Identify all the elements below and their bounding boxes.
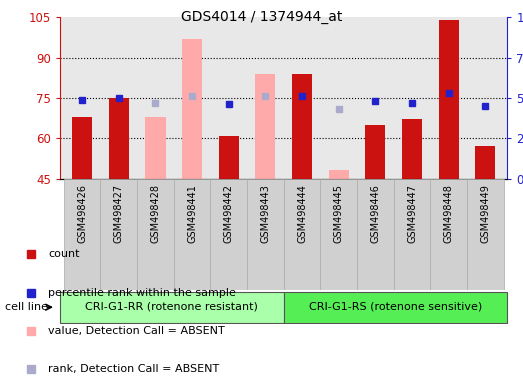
Bar: [255, 74, 276, 179]
Bar: [283, 179, 321, 290]
Bar: [475, 146, 495, 179]
Text: cell line: cell line: [5, 302, 48, 312]
Bar: [109, 98, 129, 179]
Bar: [321, 179, 357, 290]
Bar: [100, 179, 137, 290]
Text: rank, Detection Call = ABSENT: rank, Detection Call = ABSENT: [48, 364, 219, 374]
Text: GSM498444: GSM498444: [297, 184, 307, 243]
Bar: [394, 179, 430, 290]
Bar: [439, 20, 459, 179]
Bar: [430, 179, 467, 290]
Bar: [137, 179, 174, 290]
Text: GSM498427: GSM498427: [114, 184, 124, 243]
Text: GSM498443: GSM498443: [260, 184, 270, 243]
Text: GSM498447: GSM498447: [407, 184, 417, 243]
Text: percentile rank within the sample: percentile rank within the sample: [48, 288, 236, 298]
Bar: [467, 179, 504, 290]
Bar: [365, 125, 385, 179]
Bar: [60, 292, 283, 323]
Text: GDS4014 / 1374944_at: GDS4014 / 1374944_at: [181, 10, 342, 23]
Text: GSM498445: GSM498445: [334, 184, 344, 243]
Bar: [402, 119, 422, 179]
Bar: [210, 179, 247, 290]
Text: CRI-G1-RS (rotenone sensitive): CRI-G1-RS (rotenone sensitive): [309, 301, 482, 311]
Bar: [72, 117, 92, 179]
Bar: [145, 117, 165, 179]
Bar: [219, 136, 239, 179]
Bar: [283, 292, 507, 323]
Bar: [292, 74, 312, 179]
Text: CRI-G1-RR (rotenone resistant): CRI-G1-RR (rotenone resistant): [85, 301, 258, 311]
Text: GSM498441: GSM498441: [187, 184, 197, 243]
Bar: [328, 170, 349, 179]
Text: count: count: [48, 249, 79, 259]
Text: GSM498448: GSM498448: [444, 184, 453, 243]
Text: GSM498449: GSM498449: [480, 184, 491, 243]
Text: GSM498442: GSM498442: [224, 184, 234, 243]
Bar: [64, 179, 100, 290]
Text: GSM498446: GSM498446: [370, 184, 380, 243]
Bar: [357, 179, 394, 290]
Text: value, Detection Call = ABSENT: value, Detection Call = ABSENT: [48, 326, 225, 336]
Bar: [174, 179, 210, 290]
Bar: [182, 39, 202, 179]
Bar: [247, 179, 284, 290]
Text: GSM498428: GSM498428: [151, 184, 161, 243]
Text: GSM498426: GSM498426: [77, 184, 87, 243]
